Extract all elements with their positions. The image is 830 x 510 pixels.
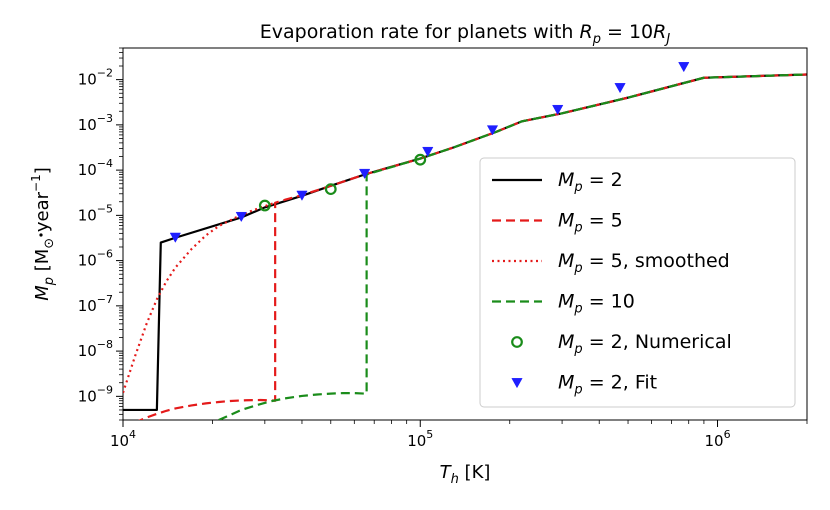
legend-label: Mp = 2 <box>558 169 623 195</box>
legend-entry: Mp = 2, Fit <box>511 372 657 398</box>
y-tick-label: 10−2 <box>78 67 113 89</box>
plot-area <box>122 47 808 421</box>
legend-swatch <box>511 378 523 389</box>
legend-label: Mp = 2, Fit <box>558 372 657 398</box>
data-point-5-3 <box>359 168 371 180</box>
data-point-5-6 <box>552 104 564 116</box>
data-point-4-0 <box>258 199 271 212</box>
markers-layer <box>169 62 690 243</box>
y-tick-label: 10−6 <box>78 248 113 270</box>
x-tick-label: 104 <box>110 428 136 450</box>
data-point-5-7 <box>614 83 626 94</box>
y-tick-label: 10−9 <box>78 383 113 405</box>
data-point-5-8 <box>678 62 690 73</box>
legend-entry: Mp = 2 <box>492 169 623 195</box>
legend-entry: Mp = 2, Numerical <box>511 331 732 357</box>
legend-label: Mp = 5, smoothed <box>558 250 730 276</box>
y-axis-title: Mp [M⊙ year−1] <box>29 167 57 301</box>
x-axis-title: Th [K] <box>440 462 491 487</box>
x-tick-label: 106 <box>704 428 730 450</box>
legend-entry: Mp = 10 <box>492 291 635 317</box>
x-tick-label: 105 <box>407 428 433 450</box>
series-line-2 <box>123 201 276 394</box>
legend-label: Mp = 5 <box>558 210 623 236</box>
data-point-5-1 <box>235 211 247 223</box>
y-tick-label: 10−7 <box>78 293 113 315</box>
plot-frame <box>122 47 808 421</box>
y-tick-label: 10−5 <box>78 202 113 224</box>
legend-box <box>479 157 796 408</box>
data-point-5-2 <box>296 190 308 201</box>
legend-entry: Mp = 5, smoothed <box>492 250 730 276</box>
legend-label: Mp = 10 <box>558 291 635 317</box>
chart-title: Evaporation rate for planets with Rp = 1… <box>260 21 671 47</box>
data-point-5-0 <box>169 232 181 243</box>
y-tick-label: 10−3 <box>78 112 113 134</box>
y-tick-label: 10−4 <box>78 157 113 179</box>
legend-label: Mp = 2, Numerical <box>558 331 732 357</box>
y-tick-label: 10−8 <box>78 338 113 360</box>
legend-entry: Mp = 5 <box>492 210 623 236</box>
data-point-4-1 <box>324 183 337 196</box>
legend-swatch <box>511 336 523 348</box>
data-point-4-2 <box>414 153 427 166</box>
data-point-5-5 <box>486 125 499 136</box>
data-point-5-4 <box>422 146 434 158</box>
y-axis-title-dot <box>39 233 43 237</box>
legend: Mp = 2 Mp = 5 Mp = 5, smoothed Mp = 10 Mp = … <box>479 157 796 408</box>
series-line-3 <box>218 73 807 420</box>
